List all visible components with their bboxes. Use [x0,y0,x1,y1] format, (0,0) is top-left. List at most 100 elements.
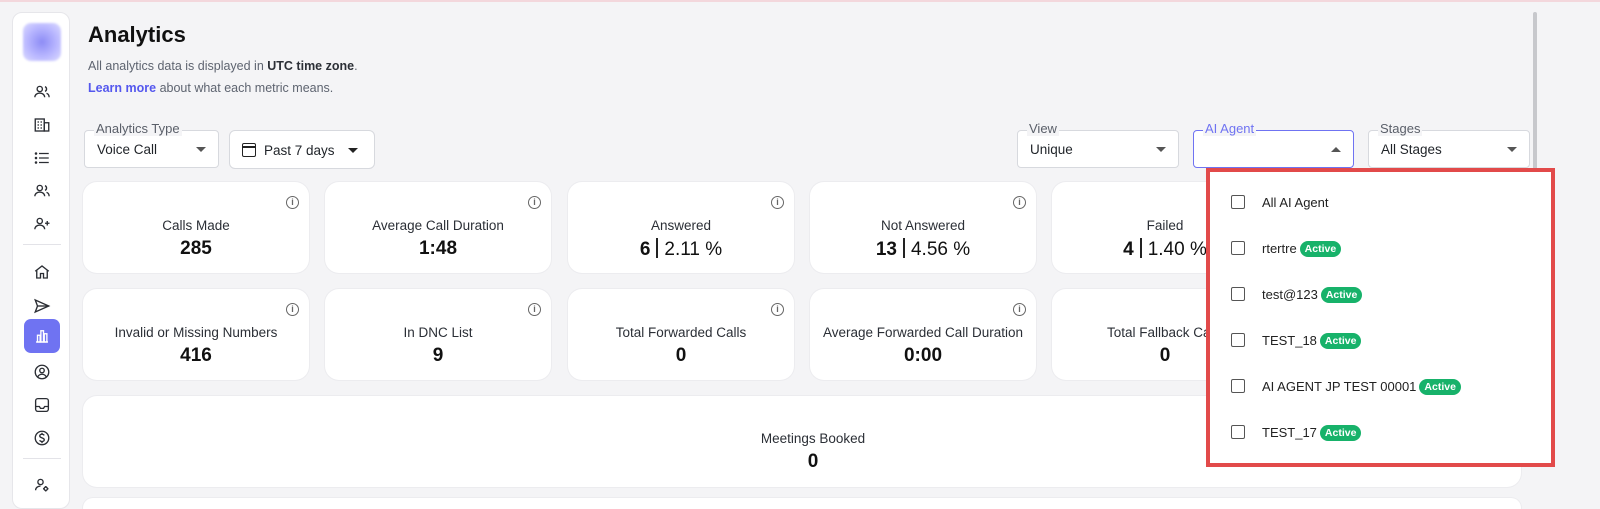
agent-option[interactable]: TEST_18 Active [1210,325,1551,355]
building-icon[interactable] [29,112,55,138]
agent-option[interactable]: rtertre Active [1210,233,1551,263]
date-range-value: Past 7 days [264,143,335,158]
metric-percent: 2.11 % [664,239,723,260]
sidebar-divider [23,244,61,245]
metric-card-avg-forwarded-duration: i Average Forwarded Call Duration 0:00 [810,289,1036,380]
metric-value: 0 [807,451,819,472]
info-icon[interactable]: i [1013,196,1026,209]
account-icon[interactable] [29,359,55,385]
metric-label: Average Forwarded Call Duration [822,325,1024,340]
billing-icon[interactable] [29,425,55,451]
learn-more-link[interactable]: Learn more [88,81,157,95]
learn-more-suffix: about what each metric means. [156,81,334,95]
analytics-type-select[interactable]: Analytics Type Voice Call [84,121,219,168]
option-text: rtertre [1262,241,1297,256]
stages-select[interactable]: Stages All Stages [1368,121,1530,168]
metric-label: In DNC List [403,325,473,340]
timezone-note: All analytics data is displayed in UTC t… [88,59,358,73]
learn-more-note: Learn more about what each metric means. [88,81,333,95]
value-separator [902,238,905,258]
option-checkbox[interactable] [1231,195,1245,209]
metric-card-dnc-list: i In DNC List 9 [325,289,551,380]
timezone-note-suffix: . [354,59,358,73]
metric-percent: 4.56 % [910,239,971,260]
metric-card-answered: i Answered 6 2.11 % [568,182,794,273]
sidebar [12,12,70,509]
chevron-down-icon [1507,147,1517,152]
option-label: All AI Agent [1262,195,1329,210]
status-badge: Active [1319,333,1362,349]
metric-card-average-call-duration: i Average Call Duration 1:48 [325,182,551,273]
app-logo[interactable] [23,23,61,61]
info-icon[interactable]: i [528,196,541,209]
metric-value: 0 [1159,345,1171,366]
agent-option-all[interactable]: All AI Agent [1210,187,1551,217]
metric-value: 9 [432,345,444,366]
option-checkbox[interactable] [1231,287,1245,301]
info-icon[interactable]: i [528,303,541,316]
option-checkbox[interactable] [1231,333,1245,347]
calendar-icon [242,143,256,157]
ai-agent-select[interactable]: AI Agent [1193,121,1354,168]
inbox-icon[interactable] [29,392,55,418]
info-icon[interactable]: i [1013,303,1026,316]
option-checkbox[interactable] [1231,379,1245,393]
stages-label: Stages [1378,121,1423,136]
list-icon[interactable] [29,145,55,171]
option-label: AI AGENT JP TEST 00001 Active [1262,379,1461,395]
option-text: All AI Agent [1262,195,1329,210]
agent-option[interactable]: AI AGENT JP TEST 00001 Active [1210,371,1551,401]
metric-label: Total Forwarded Calls [615,325,747,340]
option-label: rtertre Active [1262,241,1342,257]
ai-agent-label: AI Agent [1203,121,1257,136]
info-icon[interactable]: i [286,303,299,316]
view-select[interactable]: View Unique [1017,121,1179,168]
analytics-icon[interactable] [24,319,60,353]
status-badge: Active [1419,379,1461,395]
metric-count: 6 [639,239,651,260]
option-checkbox[interactable] [1231,425,1245,439]
status-badge: Active [1299,241,1342,257]
send-icon[interactable] [29,293,55,319]
users-icon[interactable] [29,79,55,105]
info-icon[interactable]: i [771,196,784,209]
metric-card-calls-made: i Calls Made 285 [83,182,309,273]
sidebar-divider [23,458,61,459]
metric-value: 13 4.56 % [810,238,1036,261]
contacts-icon[interactable] [29,178,55,204]
add-user-icon[interactable] [29,211,55,237]
status-badge-partial [1442,465,1474,467]
agent-option[interactable]: TEST_17 Active [1210,417,1551,447]
metric-label: Invalid or Missing Numbers [114,325,278,340]
agent-option[interactable]: test@123 Active [1210,279,1551,309]
metric-card-invalid-numbers: i Invalid or Missing Numbers 416 [83,289,309,380]
next-section-card [83,498,1521,509]
date-range-button[interactable]: Past 7 days [229,130,375,169]
info-icon[interactable]: i [286,196,299,209]
option-text: TEST_17 [1262,425,1317,440]
page-title: Analytics [88,22,186,47]
chevron-down-icon [196,147,206,152]
option-text: TEST_18 [1262,333,1317,348]
metric-label: Answered [650,218,712,233]
option-text: AI AGENT JP TEST 00001 [1262,379,1417,394]
metric-label: Meetings Booked [760,431,866,446]
metric-value: 0 [675,345,687,366]
ai-agent-dropdown: All AI Agent rtertre Active test@123 Activ… [1206,168,1555,467]
chevron-down-icon [348,148,358,153]
metric-percent: 1.40 % [1147,239,1207,260]
metric-label: Failed [1146,218,1184,233]
home-icon[interactable] [29,259,55,285]
top-accent-border [0,0,1600,2]
option-label: TEST_17 Active [1262,425,1362,441]
user-settings-icon[interactable] [29,472,55,498]
option-checkbox[interactable] [1231,241,1245,255]
analytics-type-label: Analytics Type [94,121,182,136]
metric-label: Not Answered [880,218,966,233]
option-text: test@123 [1262,287,1318,302]
status-badge: Active [1319,425,1362,441]
info-icon[interactable]: i [771,303,784,316]
metric-label: Total Fallback Calls [1107,325,1224,340]
timezone-value: UTC time zone [267,59,355,73]
metric-value: 416 [180,345,212,366]
